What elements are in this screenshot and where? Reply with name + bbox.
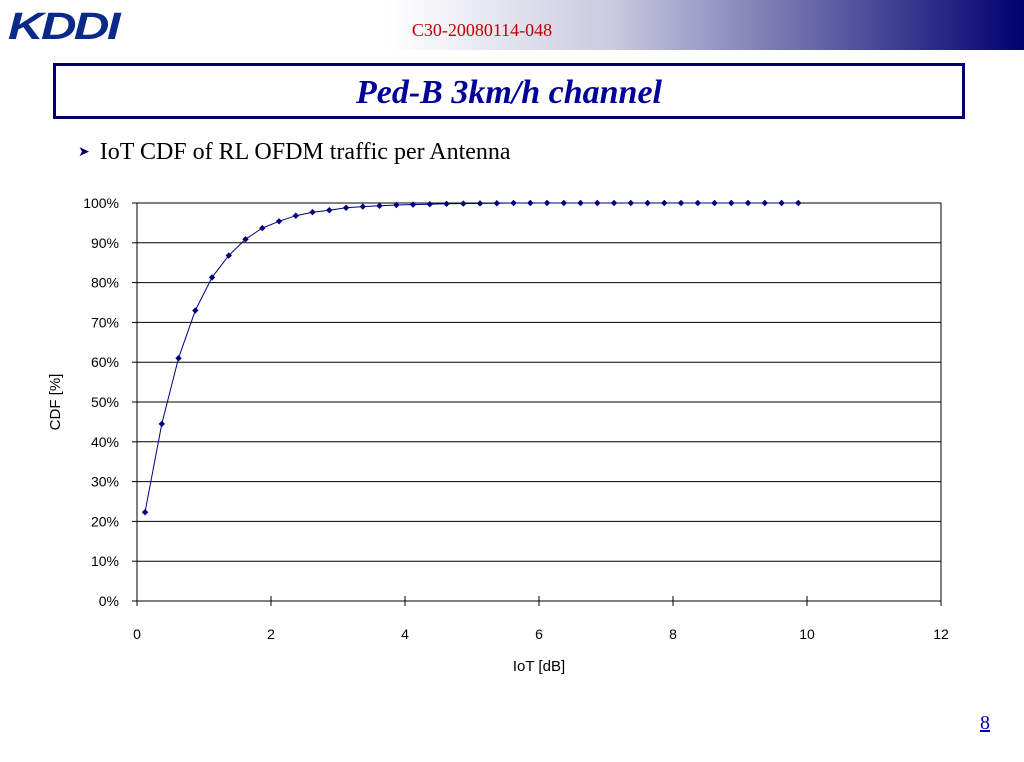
bullet-item: ➤ IoT CDF of RL OFDM traffic per Antenna bbox=[78, 139, 511, 166]
data-point bbox=[426, 200, 433, 208]
x-tick-label: 10 bbox=[799, 626, 815, 642]
data-point bbox=[493, 199, 500, 207]
data-point bbox=[543, 199, 551, 207]
data-point bbox=[728, 199, 735, 207]
x-tick-label: 0 bbox=[133, 626, 141, 642]
kddi-logo: KDDI bbox=[8, 6, 122, 45]
y-tick-label: 0% bbox=[99, 593, 119, 609]
data-point bbox=[275, 218, 283, 225]
y-tick-label: 60% bbox=[91, 354, 119, 370]
y-tick-label: 10% bbox=[91, 553, 119, 569]
data-point bbox=[460, 200, 467, 207]
data-point bbox=[510, 199, 517, 207]
data-point bbox=[141, 509, 149, 516]
data-point bbox=[225, 252, 232, 259]
data-point bbox=[376, 202, 383, 209]
data-point bbox=[192, 307, 199, 314]
data-point bbox=[627, 199, 634, 207]
data-point bbox=[711, 199, 718, 207]
data-point bbox=[292, 212, 299, 219]
data-point bbox=[778, 199, 785, 207]
series-line bbox=[144, 202, 799, 513]
x-tick-label: 8 bbox=[669, 626, 677, 642]
data-point bbox=[677, 199, 685, 207]
y-tick-label: 100% bbox=[83, 195, 119, 211]
document-id: C30-20080114-048 bbox=[411, 20, 553, 40]
page-number[interactable]: 8 bbox=[980, 712, 990, 734]
data-point bbox=[761, 199, 768, 207]
x-axis-label: IoT [dB] bbox=[513, 658, 565, 675]
y-tick-label: 70% bbox=[91, 314, 119, 330]
data-point bbox=[661, 199, 668, 207]
data-point bbox=[359, 203, 366, 210]
y-tick-label: 30% bbox=[91, 474, 119, 490]
x-tick-label: 6 bbox=[535, 626, 543, 642]
title-box: Ped-B 3km/h channel bbox=[53, 63, 965, 119]
y-tick-label: 80% bbox=[91, 275, 119, 291]
data-point bbox=[443, 200, 450, 207]
y-axis-label: CDF [%] bbox=[47, 374, 64, 431]
data-point bbox=[476, 200, 484, 207]
data-point bbox=[409, 201, 417, 208]
header-bar: KDDI C30-20080114-048 bbox=[0, 0, 1024, 50]
data-point bbox=[527, 199, 534, 207]
data-point bbox=[242, 236, 249, 243]
data-point bbox=[158, 420, 165, 428]
data-point bbox=[393, 201, 400, 209]
data-point bbox=[610, 199, 618, 207]
data-point bbox=[744, 199, 752, 207]
y-tick-label: 20% bbox=[91, 513, 119, 529]
arrow-bullet-icon: ➤ bbox=[78, 145, 90, 160]
x-tick-label: 12 bbox=[933, 626, 949, 642]
data-point bbox=[694, 199, 701, 207]
bullet-text: IoT CDF of RL OFDM traffic per Antenna bbox=[99, 139, 511, 165]
data-point bbox=[208, 274, 216, 281]
data-point bbox=[259, 224, 266, 232]
x-tick-label: 4 bbox=[401, 626, 409, 642]
x-tick-label: 2 bbox=[267, 626, 275, 642]
kddi-logo-text: KDDI bbox=[8, 6, 122, 45]
y-tick-label: 90% bbox=[91, 235, 119, 251]
y-tick-label: 50% bbox=[91, 394, 119, 410]
data-point bbox=[644, 199, 651, 207]
slide-title: Ped-B 3km/h channel bbox=[355, 74, 663, 111]
data-point bbox=[342, 204, 350, 211]
data-point bbox=[795, 199, 802, 207]
data-point bbox=[560, 199, 567, 207]
data-point bbox=[309, 208, 316, 216]
data-point bbox=[326, 206, 333, 214]
data-point bbox=[577, 199, 584, 207]
y-tick-label: 40% bbox=[91, 434, 119, 450]
data-point bbox=[594, 199, 601, 207]
data-point bbox=[175, 355, 182, 362]
